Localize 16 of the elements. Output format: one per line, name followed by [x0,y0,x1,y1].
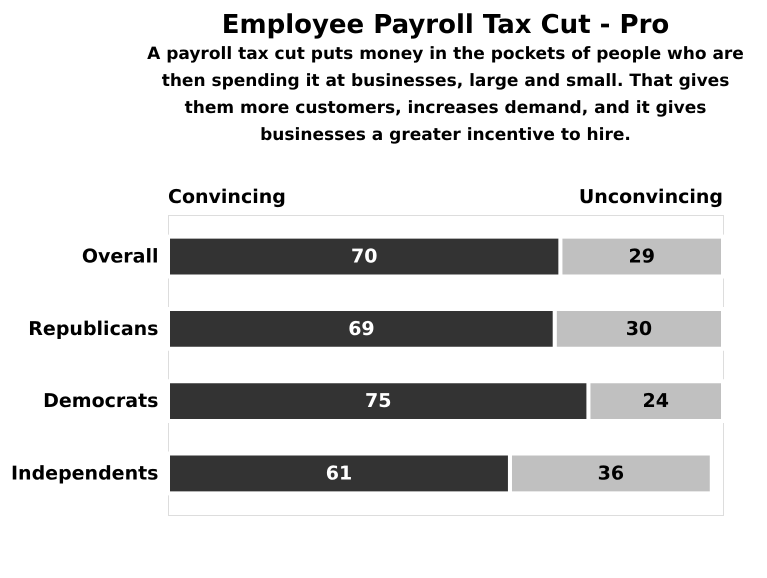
chart-subtitle: A payroll tax cut puts money in the pockets of people who are then spending it at businesses, large and small. That gives them more customers, increases demand, and it gives businesses a greater incentive to hire. [147,44,744,145]
data-label: 61 [326,462,352,484]
y-tick-label: Independents [10,462,158,484]
y-tick-label: Republicans [28,318,158,340]
y-tick-label: Democrats [43,390,158,412]
data-label: 69 [348,318,375,340]
series-label: Convincing [168,186,286,208]
data-label: 24 [642,390,669,412]
data-label: 30 [626,318,652,340]
data-label: 70 [350,246,378,268]
data-label: 36 [598,462,624,484]
data-label: 75 [365,390,392,412]
data-label: 29 [628,246,655,268]
chart-title: Employee Payroll Tax Cut - Pro [222,10,670,40]
y-tick-label: Overall [82,246,158,268]
series-label: Unconvincing [578,186,723,208]
